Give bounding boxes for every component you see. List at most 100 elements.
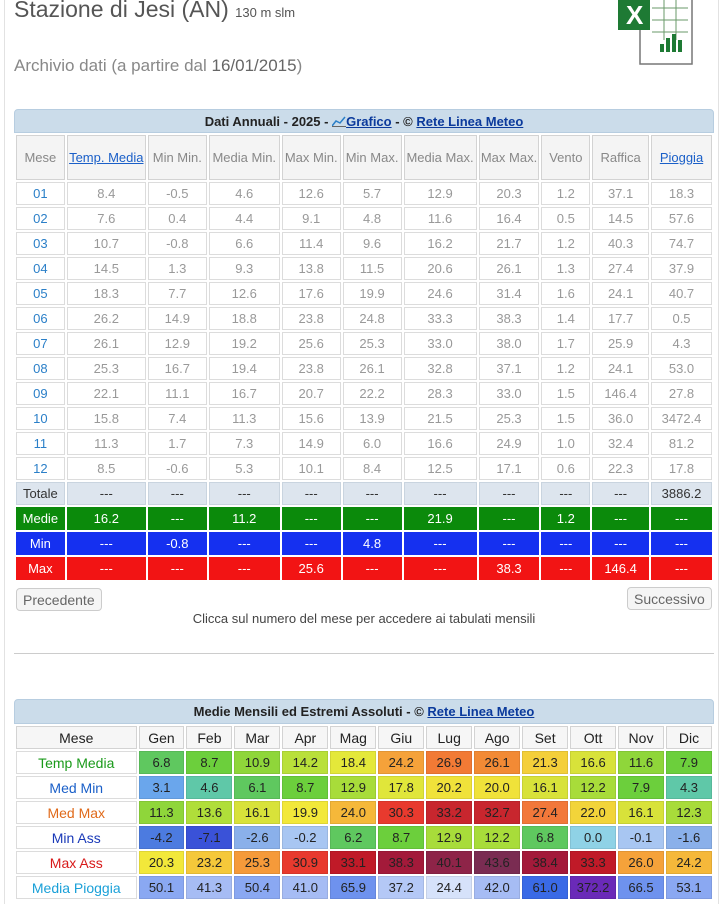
table-cell: 18.3 (66, 282, 146, 305)
stats-row: Med Max 11.3 13.6 16.1 19.9 24.0 30.3 33.2 32.7 2… (16, 801, 712, 824)
stats-cell: 12.2 (474, 826, 521, 849)
stats-cell: -2.6 (234, 826, 281, 849)
month-link[interactable]: 09 (16, 382, 65, 405)
table-cell: 20.7 (281, 382, 341, 405)
table-cell: 19.9 (342, 282, 402, 305)
table-cell: 37.1 (592, 182, 650, 205)
stats-cell: 20.3 (138, 851, 185, 874)
table-cell: 19.4 (208, 357, 280, 380)
next-button[interactable]: Successivo (627, 587, 712, 610)
table-cell: --- (342, 557, 402, 580)
table-cell: --- (147, 482, 207, 505)
column-header: Media Max. (403, 135, 477, 180)
stats-cell: -0.1 (618, 826, 664, 849)
column-header: Min Max. (342, 135, 402, 180)
table-cell: 22.2 (342, 382, 402, 405)
stats-cell: 26.1 (474, 751, 521, 774)
month-link[interactable]: 06 (16, 307, 65, 330)
table-cell: 25.3 (478, 407, 540, 430)
table-cell: --- (592, 532, 650, 555)
excel-export-icon[interactable]: X (616, 0, 696, 68)
month-link[interactable]: 12 (16, 457, 65, 480)
stats-cell: 50.4 (234, 876, 281, 899)
monthly-source-link[interactable]: Rete Linea Meteo (427, 704, 535, 719)
table-cell: 1.5 (541, 382, 591, 405)
table-cell: --- (403, 557, 477, 580)
annual-title: Dati Annuali - 2025 - (204, 114, 329, 129)
month-link[interactable]: 05 (16, 282, 65, 305)
stats-cell: 20.2 (426, 776, 473, 799)
table-cell: 1.5 (541, 407, 591, 430)
table-cell: --- (281, 532, 341, 555)
stats-cell: 30.9 (282, 851, 329, 874)
table-cell: 4.3 (651, 332, 712, 355)
stats-cell: 16.1 (618, 801, 664, 824)
medie-row: Medie 16.2 --- 11.2 --- --- 21.9 --- 1.2 --- --- (16, 507, 712, 530)
stats-cell: 25.3 (234, 851, 281, 874)
station-title: Stazione di Jesi (AN) 130 m slm (14, 0, 295, 23)
stats-cell: 24.0 (330, 801, 377, 824)
column-header: Nov (618, 726, 664, 749)
monthly-stats-table: Mese Gen Feb Mar Apr Mag Giu Lug Ago Set Ott Nov Dic… (14, 724, 714, 901)
stats-cell: 65.9 (330, 876, 377, 899)
table-cell: 12.6 (281, 182, 341, 205)
stats-cell: 33.3 (570, 851, 617, 874)
table-cell: 25.9 (592, 332, 650, 355)
monthly-header-row: Mese Gen Feb Mar Apr Mag Giu Lug Ago Set Ott Nov Dic (16, 726, 712, 749)
previous-button[interactable]: Precedente (16, 588, 102, 611)
stats-cell: 7.9 (665, 751, 712, 774)
table-cell: --- (281, 482, 341, 505)
stats-cell: 53.1 (665, 876, 712, 899)
table-cell: 6.0 (342, 432, 402, 455)
stats-cell: 16.6 (570, 751, 617, 774)
row-label: Media Pioggia (16, 876, 137, 899)
table-cell: 18.8 (208, 307, 280, 330)
column-header[interactable]: Temp. Media (66, 135, 146, 180)
column-header[interactable]: Pioggia (651, 135, 712, 180)
table-row: 06 26.2 14.9 18.8 23.8 24.8 33.3 38.3 1.4 17.7 0.5 (16, 307, 712, 330)
table-row: 12 8.5 -0.6 5.3 10.1 8.4 12.5 17.1 0.6 22.3 17.8 (16, 457, 712, 480)
month-link[interactable]: 07 (16, 332, 65, 355)
table-cell: 11.2 (208, 507, 280, 530)
stats-cell: 37.2 (378, 876, 425, 899)
column-header: Media Min. (208, 135, 280, 180)
month-link[interactable]: 08 (16, 357, 65, 380)
table-cell: 1.2 (541, 182, 591, 205)
table-cell: --- (66, 557, 146, 580)
stats-cell: 6.1 (234, 776, 281, 799)
table-row: 05 18.3 7.7 12.6 17.6 19.9 24.6 31.4 1.6 24.1 40.7 (16, 282, 712, 305)
table-cell: 26.2 (66, 307, 146, 330)
stats-cell: -1.6 (665, 826, 712, 849)
table-cell: 23.8 (281, 357, 341, 380)
month-link[interactable]: 04 (16, 257, 65, 280)
stats-cell: 20.0 (474, 776, 521, 799)
table-cell: 16.7 (208, 382, 280, 405)
month-link[interactable]: 10 (16, 407, 65, 430)
table-cell: --- (478, 507, 540, 530)
table-cell: 5.7 (342, 182, 402, 205)
stats-cell: 0.0 (570, 826, 617, 849)
table-cell: -0.5 (147, 182, 207, 205)
source-link[interactable]: Rete Linea Meteo (416, 114, 524, 129)
stats-cell: 6.2 (330, 826, 377, 849)
table-row: 09 22.1 11.1 16.7 20.7 22.2 28.3 33.0 1.5 146.4 27… (16, 382, 712, 405)
chart-link[interactable]: Grafico (346, 114, 392, 129)
table-row: 10 15.8 7.4 11.3 15.6 13.9 21.5 25.3 1.5 36.0 3472… (16, 407, 712, 430)
table-cell: --- (592, 482, 650, 505)
table-cell: 16.2 (403, 232, 477, 255)
stats-cell: 26.0 (618, 851, 664, 874)
column-header: Raffica (592, 135, 650, 180)
table-cell: 18.3 (651, 182, 712, 205)
month-link[interactable]: 02 (16, 207, 65, 230)
table-cell: 40.3 (592, 232, 650, 255)
month-link[interactable]: 03 (16, 232, 65, 255)
table-row: 01 8.4 -0.5 4.6 12.6 5.7 12.9 20.3 1.2 37.1 18.3 (16, 182, 712, 205)
table-cell: 8.4 (342, 457, 402, 480)
table-cell: 38.0 (478, 332, 540, 355)
stats-cell: 3.1 (138, 776, 185, 799)
month-link[interactable]: 11 (16, 432, 65, 455)
table-cell: 33.0 (478, 382, 540, 405)
table-cell: 12.6 (208, 282, 280, 305)
month-link[interactable]: 01 (16, 182, 65, 205)
table-cell: 7.4 (147, 407, 207, 430)
